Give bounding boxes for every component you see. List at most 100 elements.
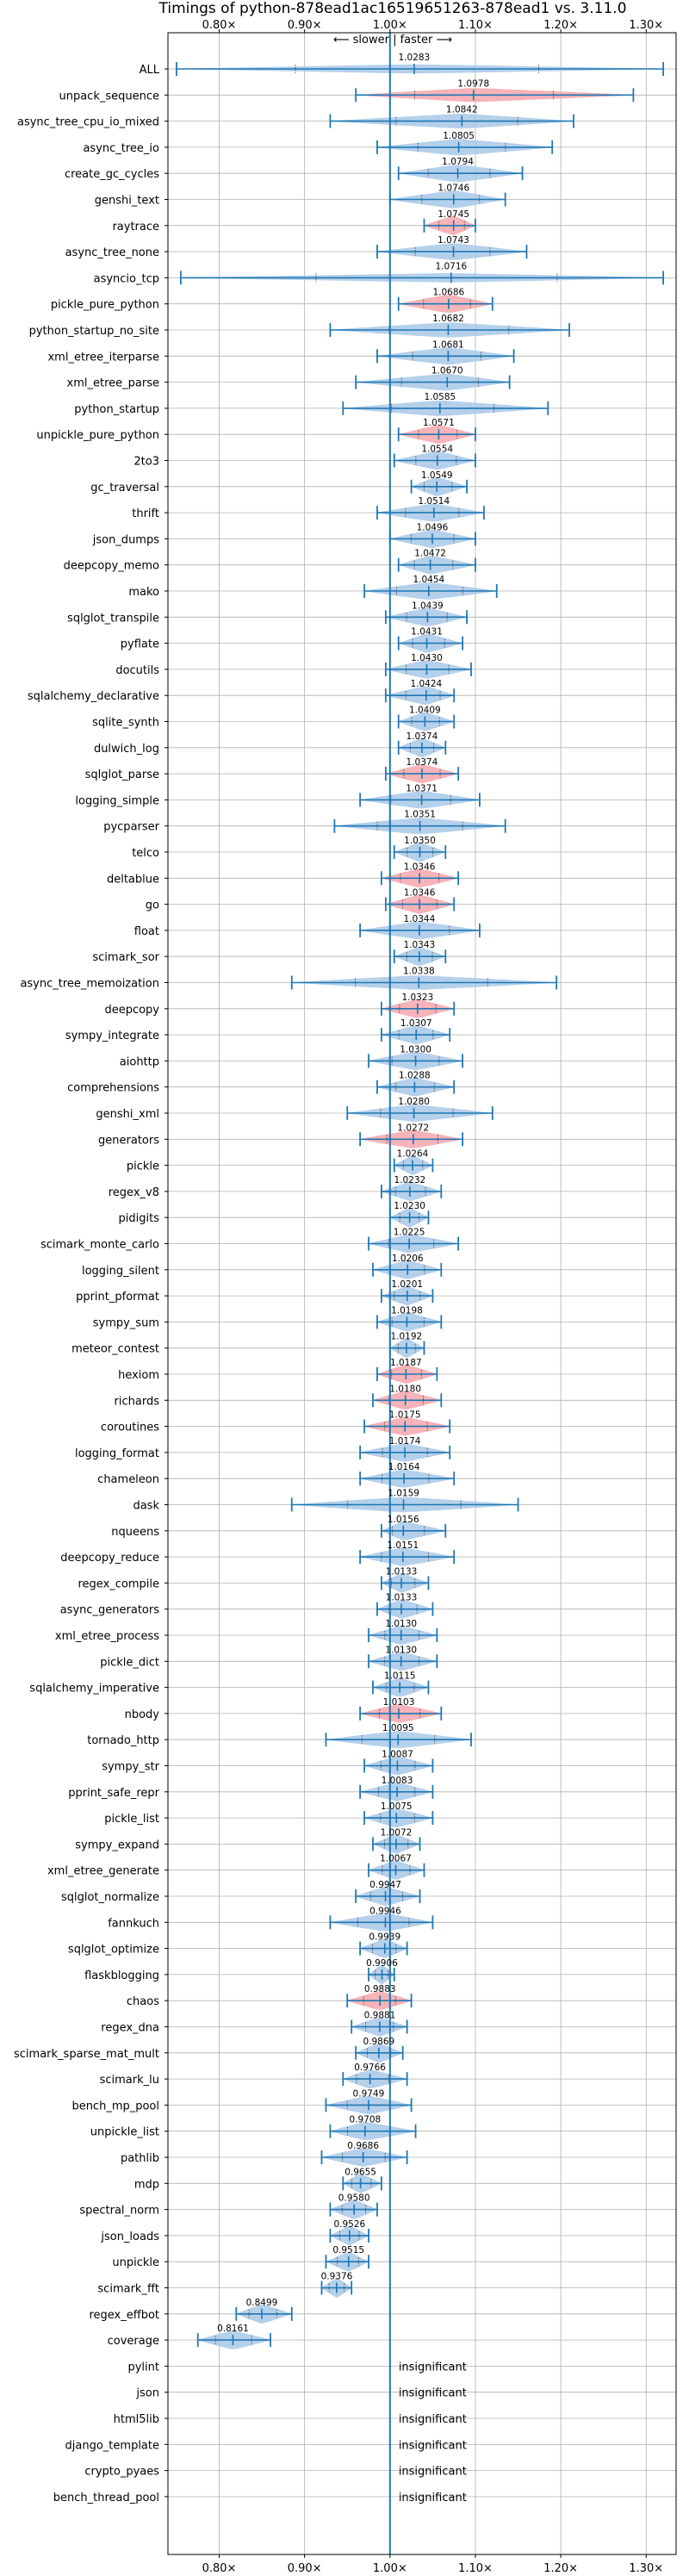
category-label: generators bbox=[98, 1134, 159, 1147]
value-label: 0.9869 bbox=[363, 2037, 394, 2047]
value-label: 0.9749 bbox=[353, 2088, 385, 2099]
category-label: regex_v8 bbox=[109, 1186, 159, 1199]
value-label: 1.0232 bbox=[394, 1175, 425, 1185]
value-label: 1.0072 bbox=[381, 1827, 413, 1838]
value-label: 1.0206 bbox=[392, 1254, 424, 1264]
x-tick-label: 1.20× bbox=[543, 19, 578, 32]
insignificant-label: insignificant bbox=[399, 2439, 467, 2452]
value-label: 1.0745 bbox=[438, 209, 469, 220]
category-label: aiohttp bbox=[120, 1055, 159, 1068]
value-label: 1.0805 bbox=[443, 131, 475, 141]
category-label: asyncio_tcp bbox=[94, 272, 159, 285]
value-label: 1.0164 bbox=[388, 1462, 420, 1472]
x-tick-label: 1.00× bbox=[373, 19, 407, 32]
value-label: 1.0175 bbox=[389, 1410, 421, 1421]
value-label: 1.0978 bbox=[457, 78, 489, 89]
chart-subtitle: ⟵ slower | faster ⟶ bbox=[333, 34, 452, 47]
category-label: create_gc_cycles bbox=[65, 168, 159, 181]
value-label: 1.0743 bbox=[438, 235, 469, 246]
value-label: 0.9766 bbox=[354, 2063, 386, 2073]
category-label: bench_thread_pool bbox=[53, 2492, 159, 2504]
category-label: pyflate bbox=[121, 638, 159, 651]
category-label: pickle bbox=[127, 1160, 159, 1173]
category-label: sqlglot_normalize bbox=[61, 1891, 159, 1904]
x-tick-label: 1.00× bbox=[373, 2562, 407, 2575]
value-label: 1.0344 bbox=[404, 914, 436, 924]
category-label: hexiom bbox=[118, 1369, 159, 1382]
value-label: 1.0187 bbox=[390, 1358, 422, 1368]
value-label: 1.0201 bbox=[391, 1279, 423, 1290]
violins bbox=[176, 33, 665, 2554]
category-label: logging_simple bbox=[75, 794, 159, 807]
value-label: 1.0272 bbox=[397, 1123, 429, 1133]
category-label: sympy_integrate bbox=[65, 1030, 159, 1042]
category-label: xml_etree_process bbox=[55, 1630, 159, 1643]
category-label: unpickle bbox=[112, 2256, 159, 2269]
category-label: comprehensions bbox=[67, 1082, 159, 1095]
category-label: flaskblogging bbox=[84, 1969, 159, 1982]
value-label: 0.9906 bbox=[366, 1958, 398, 1969]
category-label: scimark_sor bbox=[92, 951, 159, 964]
category-label: sqlglot_optimize bbox=[68, 1944, 159, 1957]
category-label: sympy_str bbox=[102, 1761, 159, 1774]
category-label: docutils bbox=[115, 664, 159, 677]
category-label: pycparser bbox=[103, 821, 159, 834]
category-label: bench_mp_pool bbox=[71, 2100, 159, 2112]
category-label: regex_effbot bbox=[89, 2309, 159, 2322]
value-label: 1.0067 bbox=[380, 1854, 412, 1864]
category-label: async_generators bbox=[60, 1604, 160, 1617]
category-label: unpack_sequence bbox=[59, 90, 159, 103]
value-label: 1.0794 bbox=[442, 157, 474, 167]
value-label: 0.9947 bbox=[369, 1880, 401, 1890]
value-label: 0.9939 bbox=[369, 1932, 400, 1943]
category-label: pickle_dict bbox=[100, 1656, 159, 1669]
x-tick-label: 1.30× bbox=[629, 2562, 663, 2575]
x-tick-label: 0.90× bbox=[288, 2562, 322, 2575]
value-label: 1.0351 bbox=[404, 810, 436, 820]
x-tick-label: 0.80× bbox=[202, 19, 237, 32]
value-label: 1.0075 bbox=[381, 1801, 413, 1812]
category-label: deepcopy_reduce bbox=[60, 1552, 159, 1565]
value-label: 1.0198 bbox=[391, 1305, 423, 1316]
category-label: sympy_sum bbox=[93, 1316, 159, 1329]
category-label: go bbox=[146, 899, 159, 912]
category-label: pylint bbox=[127, 2361, 159, 2374]
value-label: 0.9946 bbox=[369, 1906, 401, 1916]
value-label: 0.9708 bbox=[349, 2115, 381, 2125]
value-label: 1.0095 bbox=[382, 1723, 414, 1733]
value-label: 0.9526 bbox=[333, 2219, 365, 2230]
value-label: 1.0681 bbox=[432, 339, 464, 350]
category-label: async_tree_none bbox=[65, 246, 159, 259]
category-label: xml_etree_parse bbox=[67, 377, 159, 390]
category-label: gc_traversal bbox=[90, 482, 159, 495]
category-label: spectral_norm bbox=[79, 2205, 159, 2218]
category-label: scimark_fft bbox=[97, 2283, 159, 2296]
value-label: 1.0115 bbox=[384, 1671, 416, 1682]
value-label: 1.0686 bbox=[432, 288, 464, 298]
category-label: genshi_text bbox=[95, 195, 159, 208]
category-label: deepcopy_memo bbox=[64, 560, 159, 573]
category-label: python_startup bbox=[74, 403, 159, 416]
value-label: 1.0307 bbox=[400, 1018, 432, 1029]
value-label: 1.0496 bbox=[417, 522, 449, 532]
value-label: 1.0087 bbox=[382, 1750, 413, 1760]
value-label: 1.0374 bbox=[407, 757, 438, 768]
value-label: 1.0554 bbox=[421, 445, 453, 455]
value-label: 1.0343 bbox=[403, 940, 435, 950]
category-label: raytrace bbox=[112, 221, 159, 233]
category-label: pickle_pure_python bbox=[51, 299, 159, 312]
value-label: 1.0346 bbox=[404, 862, 436, 872]
insignificant-label: insignificant bbox=[399, 2361, 467, 2374]
category-label: json_loads bbox=[100, 2231, 159, 2243]
category-label: logging_silent bbox=[82, 1265, 159, 1278]
category-label: xml_etree_iterparse bbox=[47, 351, 159, 364]
value-label: 1.0103 bbox=[383, 1697, 415, 1708]
value-label: 1.0716 bbox=[435, 261, 467, 271]
category-label: coroutines bbox=[101, 1422, 159, 1434]
category-label: regex_dna bbox=[101, 2022, 159, 2035]
category-label: pprint_safe_repr bbox=[68, 1787, 159, 1800]
value-label: 1.0454 bbox=[413, 575, 444, 585]
category-label: unpickle_pure_python bbox=[36, 429, 159, 442]
category-label: unpickle_list bbox=[90, 2126, 159, 2139]
value-label: 0.9580 bbox=[338, 2193, 370, 2204]
